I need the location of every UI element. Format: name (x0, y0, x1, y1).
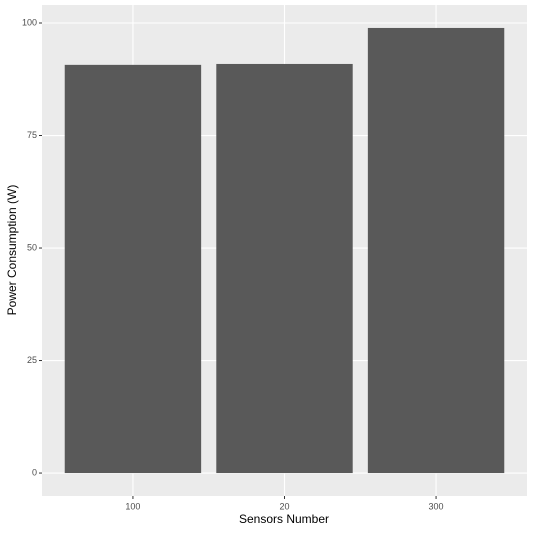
y-tick-label: 0 (32, 467, 37, 477)
y-axis-title: Power Consumption (W) (5, 185, 19, 316)
bar (367, 27, 505, 474)
y-tick-label: 25 (27, 355, 37, 365)
x-tick-label: 20 (279, 501, 289, 511)
y-tick-label: 50 (27, 242, 37, 252)
bar (64, 64, 202, 474)
y-tick-label: 75 (27, 130, 37, 140)
x-tick-label: 300 (429, 501, 444, 511)
x-tick-label: 100 (125, 501, 140, 511)
bar (216, 63, 353, 474)
y-tick-label: 100 (22, 17, 37, 27)
x-axis-title: Sensors Number (239, 512, 329, 526)
